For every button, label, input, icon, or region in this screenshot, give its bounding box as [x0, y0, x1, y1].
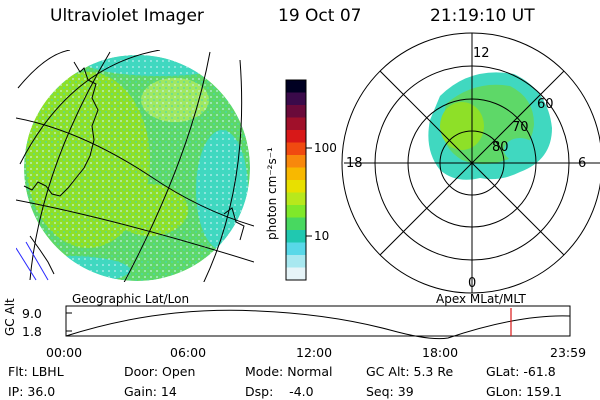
color-bar-segment	[286, 205, 306, 218]
color-bar-segments	[286, 80, 306, 281]
gain-info: Gain: 14	[124, 384, 177, 399]
mode-info: Mode: Normal	[245, 364, 333, 379]
gc-alt-axis-label: GC Alt	[3, 298, 17, 336]
colorbar-tick-100: 100	[314, 141, 337, 155]
orbit-xtick-1200: 12:00	[296, 345, 333, 360]
mlt-label-12: 12	[473, 46, 490, 61]
orbit-xtick-1800: 18:00	[422, 345, 459, 360]
mlat-label-80: 80	[492, 140, 509, 155]
instrument-title: Ultraviolet Imager	[50, 6, 204, 26]
color-bar-segment	[286, 80, 306, 93]
color-bar-segment	[286, 155, 306, 168]
polar-auroral-image	[428, 72, 552, 180]
filter-info: Flt: LBHL	[8, 364, 64, 379]
color-bar-segment	[286, 242, 306, 256]
dsp-info: Dsp: -4.0	[245, 384, 314, 399]
glon-info: GLon: 159.1	[486, 384, 562, 399]
glat-info: GLat: -61.8	[486, 364, 556, 379]
altitude-curve	[65, 309, 571, 340]
color-bar-segment	[286, 92, 306, 106]
mlat-label-60: 60	[537, 97, 554, 112]
bright-region	[440, 102, 484, 150]
gc-alt-info: GC Alt: 5.3 Re	[366, 364, 454, 379]
colorbar-tick-10: 10	[314, 229, 330, 243]
time-label: 21:19:10 UT	[430, 6, 535, 26]
door-info: Door: Open	[124, 364, 196, 379]
orbit-xtick-0000: 00:00	[46, 345, 83, 360]
color-bar-segment	[286, 192, 306, 206]
color-bar-segment	[286, 180, 306, 193]
mlt-label-0: 0	[468, 276, 477, 291]
polar-grid	[341, 32, 600, 294]
orbit-xtick-2359: 23:59	[550, 345, 587, 360]
mlt-label-18: 18	[346, 156, 363, 171]
mlat-label-70: 70	[512, 120, 529, 135]
color-bar-segment	[286, 117, 306, 131]
date-label: 19 Oct 07	[278, 6, 362, 26]
mlt-label-6: 6	[578, 156, 587, 171]
polar-map-label: Apex MLat/MLT	[436, 292, 526, 306]
geo-map-label: Geographic Lat/Lon	[72, 292, 190, 306]
orbit-plot-ticks	[66, 312, 72, 332]
orbit-ytick-1.8: 1.8	[22, 324, 42, 339]
color-bar-segment	[286, 167, 306, 181]
hatch-marks	[16, 241, 49, 281]
color-bar-segment	[286, 105, 306, 118]
color-bar-segment	[286, 267, 306, 281]
color-bar-segment	[286, 217, 306, 231]
color-bar-segment	[286, 230, 306, 243]
lat-lon-grid	[16, 50, 254, 282]
orbit-xtick-0600: 06:00	[170, 345, 207, 360]
color-bar-ticks	[306, 147, 312, 237]
color-bar-segment	[286, 255, 306, 268]
color-bar-segment	[286, 142, 306, 156]
color-bar-segment	[286, 130, 306, 143]
ip-info: IP: 36.0	[8, 384, 56, 399]
orbit-plot-frame	[65, 305, 571, 337]
orbit-ytick-9: 9.0	[22, 306, 42, 321]
seq-info: Seq: 39	[366, 384, 414, 399]
dim-region	[504, 138, 536, 162]
